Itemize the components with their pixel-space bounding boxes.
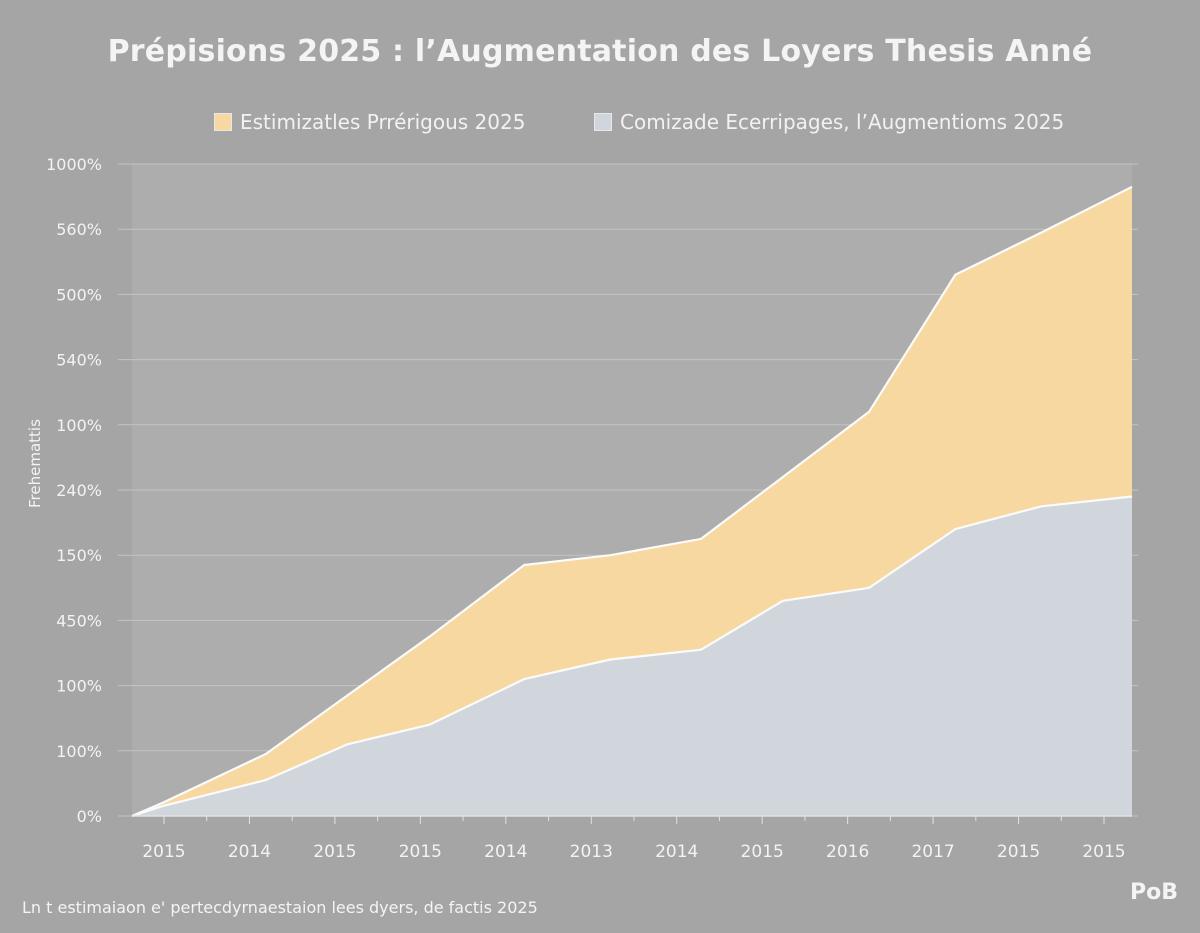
y-tick-label: 1000% <box>46 155 102 174</box>
series-line-0 <box>131 495 1133 818</box>
y-tick-label: 0% <box>77 807 102 826</box>
legend-item-comizade: Comizade Ecerripages, l’Augmentioms 2025 <box>594 110 1064 134</box>
x-tick-label: 2015 <box>313 842 356 862</box>
y-tick-label: 100% <box>56 416 102 435</box>
legend-swatch-estimates <box>214 113 232 131</box>
x-tick-label: 2015 <box>997 842 1040 862</box>
x-tick-label: 2014 <box>228 842 271 862</box>
y-tick-label: 450% <box>56 611 102 630</box>
y-tick-label: 540% <box>56 351 102 370</box>
x-tick-label: 2015 <box>1082 842 1125 862</box>
y-tick-label: 150% <box>56 546 102 565</box>
x-tick-label: 2013 <box>570 842 613 862</box>
legend-label-comizade: Comizade Ecerripages, l’Augmentioms 2025 <box>620 110 1065 134</box>
y-tick-label: 100% <box>56 742 102 761</box>
legend-label-estimates: Estimizatles Prrérigous 2025 <box>240 110 526 134</box>
x-tick-label: 2015 <box>741 842 784 862</box>
legend-item-estimates: Estimizatles Prrérigous 2025 <box>214 110 525 134</box>
y-tick-label: 100% <box>56 677 102 696</box>
x-tick-label: 2015 <box>142 842 185 862</box>
x-tick-label: 2017 <box>911 842 954 862</box>
chart-title: Prépisions 2025 : l’Augmentation des Loy… <box>107 34 1093 69</box>
x-tick-label: 2015 <box>399 842 442 862</box>
legend: Estimizatles Prrérigous 2025 Comizade Ec… <box>0 110 1200 136</box>
y-tick-label: 500% <box>56 285 102 304</box>
legend-swatch-comizade <box>594 113 612 131</box>
series-line-1 <box>131 185 1133 818</box>
brand-logo: PoB <box>1129 880 1178 905</box>
x-tick-label: 2016 <box>826 842 869 862</box>
y-tick-label: 240% <box>56 481 102 500</box>
y-tick-label: 560% <box>56 220 102 239</box>
x-tick-label: 2014 <box>484 842 527 862</box>
x-tick-label: 2014 <box>655 842 698 862</box>
footer-note: Ln t estimaiaon e' pertecdyrnaestaion le… <box>22 898 538 917</box>
